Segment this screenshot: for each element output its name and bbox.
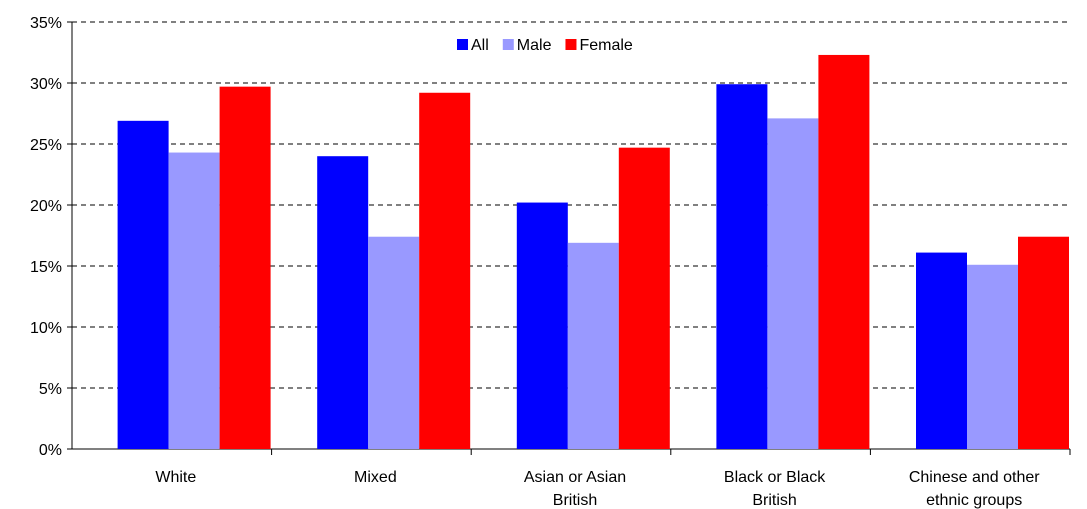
bar-female-1: [419, 92, 471, 449]
bar-all-0: [117, 120, 169, 449]
x-category-labels: White Mixed Asian or Asian British Black or …: [155, 469, 1040, 509]
bar-male-1: [368, 236, 420, 449]
y-tick-label: 30%: [30, 76, 62, 93]
y-tick-label: 0%: [39, 442, 62, 459]
bar-all-2: [516, 202, 568, 449]
y-tick-label: 35%: [30, 15, 62, 32]
bar-male-4: [967, 264, 1018, 449]
x-category-label: Chinese and other: [909, 469, 1040, 486]
y-tick-label: 20%: [30, 198, 62, 215]
bar-all-1: [317, 156, 369, 449]
bar-female-0: [219, 86, 271, 449]
legend-swatch-female: [565, 39, 577, 50]
bar-female-2: [618, 147, 670, 449]
y-tick-label: 10%: [30, 320, 62, 337]
bar-all-3: [716, 84, 768, 449]
legend-swatch-all: [457, 39, 468, 50]
x-category-label: Black or Black: [724, 469, 826, 486]
legend-label-male: Male: [517, 37, 552, 54]
x-category-label: British: [752, 492, 796, 509]
bar-all-4: [916, 252, 967, 449]
x-category-label: White: [155, 469, 196, 486]
bars: [117, 54, 1069, 450]
x-category-label: Asian or Asian: [524, 469, 626, 486]
legend-label-all: All: [471, 37, 489, 54]
x-category-label: Mixed: [354, 469, 397, 486]
bar-female-3: [818, 54, 870, 449]
bar-male-2: [567, 242, 619, 449]
y-tick-label: 5%: [39, 381, 62, 398]
y-tick-labels: 0% 5% 10% 15% 20% 25% 30% 35%: [30, 15, 62, 459]
legend-swatch-male: [502, 39, 514, 50]
y-tick-label: 25%: [30, 137, 62, 154]
legend-label-female: Female: [579, 37, 632, 54]
bar-male-3: [767, 118, 819, 449]
bar-female-4: [1018, 236, 1069, 449]
x-category-label: British: [553, 492, 597, 509]
legend: All Male Female: [457, 37, 633, 54]
bar-male-0: [168, 152, 220, 450]
y-tick-label: 15%: [30, 259, 62, 276]
x-category-label: ethnic groups: [926, 492, 1022, 509]
